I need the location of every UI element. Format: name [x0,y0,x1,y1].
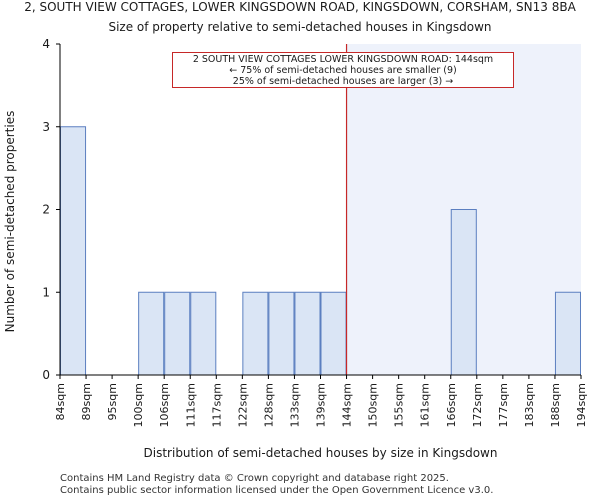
bar-139sqm [320,291,347,376]
x-tick-label: 89sqm [80,383,93,420]
x-axis-title: Distribution of semi-detached houses by … [144,446,498,460]
y-tick-label: 0 [42,368,50,382]
x-tick-label: 155sqm [393,383,406,427]
bar-133sqm [294,291,321,376]
x-tick-label: 166sqm [445,383,458,427]
bar-84sqm [60,126,87,376]
x-tick-label: 139sqm [315,383,328,427]
x-tick-label: 95sqm [106,383,119,420]
y-axis-title: Number of semi-detached properties [3,111,17,333]
x-tick-label: 133sqm [288,383,301,427]
annotation-property-line: 2 SOUTH VIEW COTTAGES LOWER KINGSDOWN RO… [192,54,494,65]
y-tick-label: 2 [42,203,50,217]
x-tick-label: 188sqm [549,383,562,427]
annotation-larger-line: 25% of semi-detached houses are larger (… [232,76,454,87]
chart-title-address: 2, SOUTH VIEW COTTAGES, LOWER KINGSDOWN … [24,0,576,14]
x-tick-label: 161sqm [419,383,432,427]
x-tick-label: 150sqm [367,383,380,427]
x-tick-label: 117sqm [210,383,223,427]
x-tick-label: 144sqm [341,383,354,427]
x-tick-label: 106sqm [158,383,171,427]
x-tick-label: 84sqm [54,383,67,420]
x-tick-label: 194sqm [575,383,588,427]
x-tick-label: 172sqm [471,383,484,427]
x-tick-label: 183sqm [523,383,536,427]
axes-layer [56,43,582,379]
property-annotation-box: 2 SOUTH VIEW COTTAGES LOWER KINGSDOWN RO… [172,52,514,88]
x-tick-label: 111sqm [184,383,197,427]
bar-100sqm [138,291,165,376]
footer-copyright: Contains HM Land Registry data © Crown c… [60,473,449,484]
bar-122sqm [242,291,269,376]
x-tick-label: 100sqm [132,383,145,427]
footer-licence: Contains public sector information licen… [60,485,494,496]
annotation-smaller-line: ← 75% of semi-detached houses are smalle… [229,65,457,76]
x-tick-label: 122sqm [236,383,249,427]
y-tick-label: 4 [42,37,50,51]
y-tick-label: 3 [42,120,50,134]
chart-subtitle: Size of property relative to semi-detach… [108,20,492,34]
x-tick-label: 128sqm [262,383,275,427]
bar-111sqm [190,291,217,376]
bar-188sqm [554,291,582,376]
bar-128sqm [268,291,295,376]
x-tick-label: 177sqm [497,383,510,427]
y-tick-label: 1 [42,285,50,299]
bar-106sqm [164,291,191,376]
labels-layer: 0 1 2 3 4 84sqm 89sqm 95sqm 100sqm 106sqm 111sqm 11… [3,37,588,460]
bars-layer [60,126,582,376]
bar-166sqm [450,209,477,376]
